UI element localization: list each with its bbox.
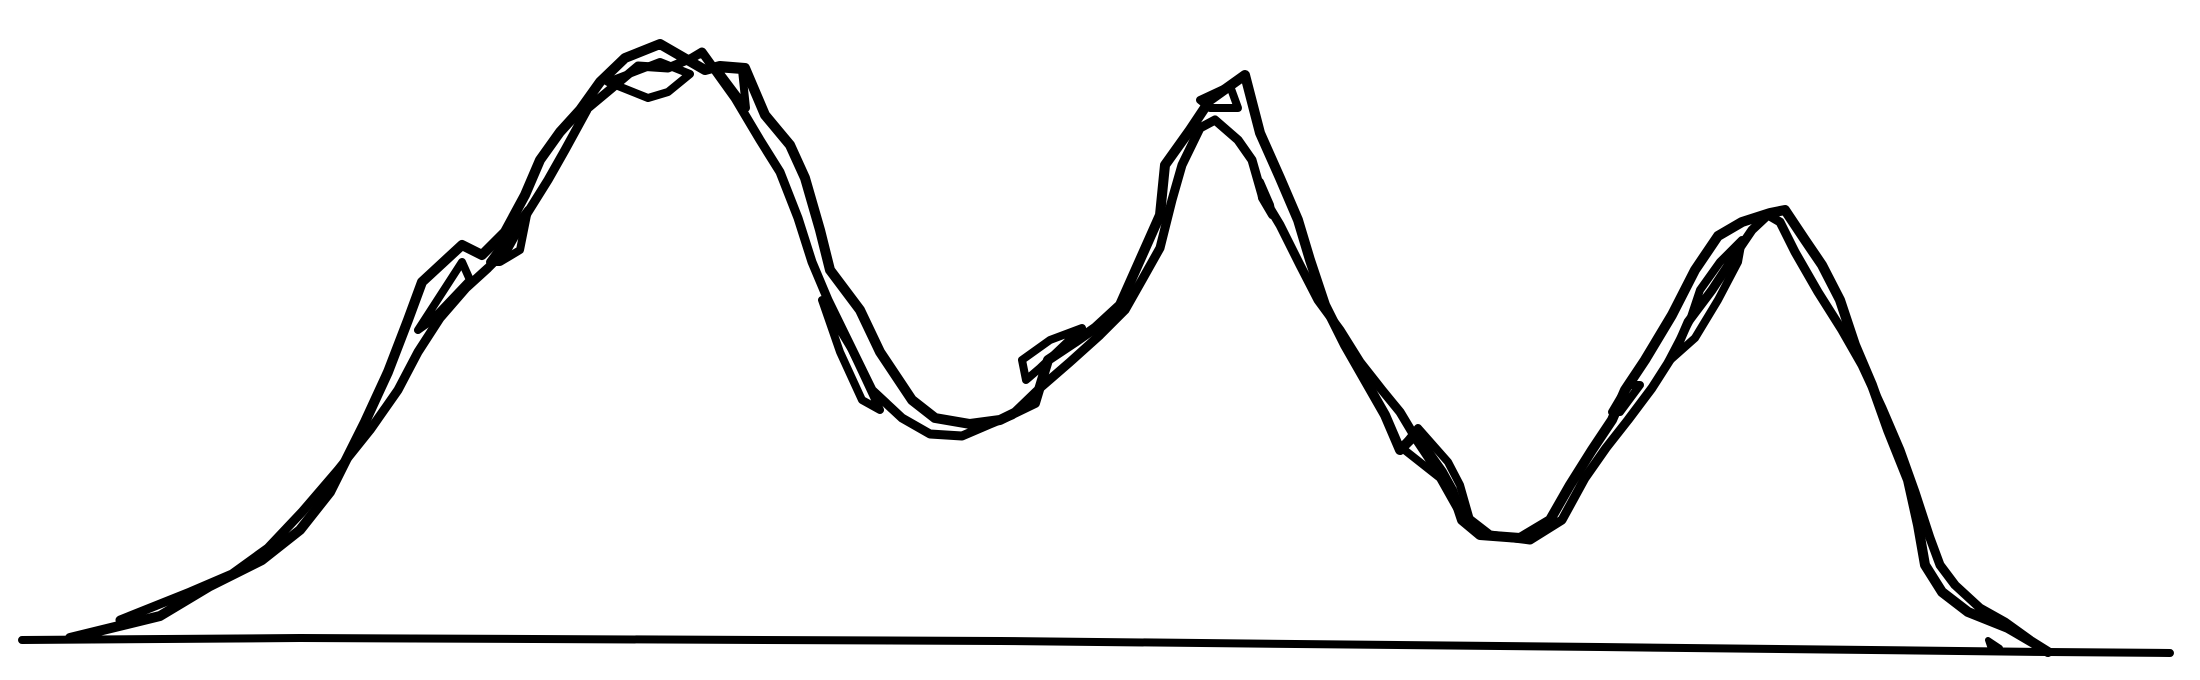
loop-left-upper [486,206,532,266]
loop-second-peak-right [1256,178,1276,219]
loop-first-valley-right [1018,324,1086,384]
curve-inner-outline [115,47,2035,645]
loop-tail [1985,637,2003,655]
loop-second-peak [1196,82,1242,112]
loop-left-shoulder [414,258,474,334]
loop-first-valley-left [818,296,884,414]
loop-third-rise [1608,381,1644,416]
loop-first-peak-right [712,64,750,112]
loop-third-peak [1664,236,1746,366]
baseline [18,634,2174,657]
loop-small-bump [1398,424,1474,524]
curve-outer-outline [65,39,2053,657]
loop-first-peak [604,58,694,102]
